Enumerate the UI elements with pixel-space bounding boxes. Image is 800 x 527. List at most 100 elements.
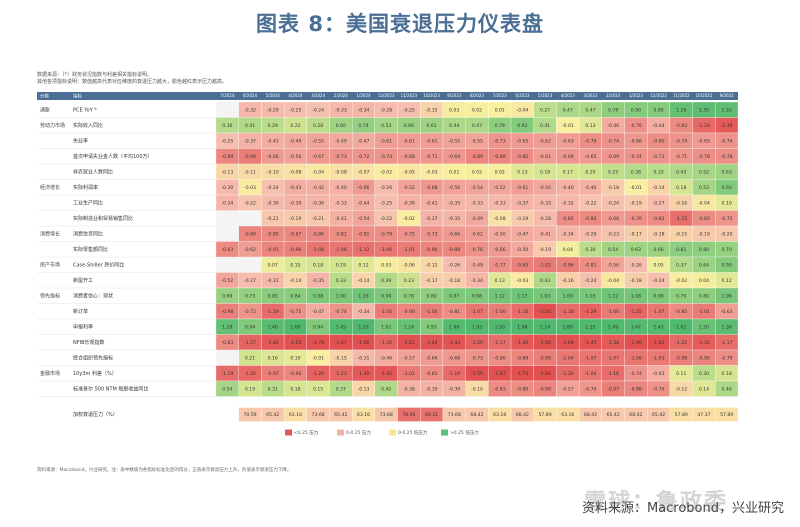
cell-value: -0.82 — [562, 216, 574, 222]
cell-value: -0.98 — [539, 355, 551, 361]
cell-value: 0.18 — [676, 185, 686, 191]
cell-value: 0.18 — [290, 386, 300, 392]
cell-value: -1.69 — [562, 340, 574, 346]
cell-value: -0.83 — [675, 123, 687, 129]
cell-value: -1.00 — [380, 309, 392, 315]
cell-value: -0.55 — [312, 138, 324, 144]
cell-value: -0.56 — [448, 185, 460, 191]
cell-value: -0.89 — [221, 154, 233, 160]
column-header: 1/2023 — [629, 93, 644, 98]
cell-value: -1.20 — [244, 371, 256, 377]
cell-value: -0.80 — [653, 138, 665, 144]
cell-value: 0.73 — [245, 293, 255, 299]
cell-value: -0.61 — [380, 138, 392, 144]
cell-value: -0.08 — [494, 216, 506, 222]
total-value: 73.68 — [312, 412, 325, 418]
cell-value: -0.43 — [289, 185, 301, 191]
cell-value: -0.01 — [562, 123, 574, 129]
cell-value: -1.07 — [653, 309, 665, 315]
source-label: 资料来源：Macrobond，兴业研究 — [581, 501, 784, 516]
cell-value: 1.16 — [358, 293, 368, 299]
cell-value: -0.44 — [653, 123, 665, 129]
cell-value: 0.28 — [313, 123, 323, 129]
column-header: 5/2024 — [266, 93, 281, 98]
cell-value: -0.90 — [698, 355, 710, 361]
cell-value: -0.49 — [335, 138, 347, 144]
cell-value: 1.17 — [517, 293, 527, 299]
cell-value: -1.26 — [380, 340, 392, 346]
row-indicator: 首次申请失业金人数（平均100万） — [73, 153, 153, 160]
cell-value: 0.93 — [426, 324, 436, 330]
cell-value: -0.02 — [380, 169, 392, 175]
watermark: 雪球：鲁政委 — [584, 490, 729, 515]
cell-value: -1.20 — [698, 123, 710, 129]
cell-value: 0.33 — [653, 169, 663, 175]
total-cell — [715, 407, 739, 422]
cell-value: -0.52 — [494, 185, 506, 191]
cell-value: -0.66 — [358, 185, 370, 191]
cell-value: 0.13 — [495, 278, 505, 284]
cell-value: -0.40 — [335, 185, 347, 191]
column-header: 6/2024 — [243, 93, 258, 98]
note-line-2: 其他各项指标说明：数值越高代表对应维度的衰退压力越大，颜色越红表示压力越高。 — [37, 79, 228, 85]
cell-value: -0.25 — [289, 107, 301, 113]
cell-value: -0.03 — [244, 185, 256, 191]
cell-value: -0.14 — [289, 278, 301, 284]
cell-value: 0.01 — [449, 169, 459, 175]
column-header: 12/2023 — [378, 93, 395, 98]
cell-value: 0.17 — [563, 169, 573, 175]
cell-value: 0.03 — [449, 107, 459, 113]
column-header: 3/2024 — [311, 93, 326, 98]
cell-value: -0.33 — [539, 200, 551, 206]
total-value: 63.16 — [493, 412, 506, 418]
cell-value: -0.63 — [721, 309, 733, 315]
cell-value: -1.12 — [358, 247, 370, 253]
legend-label: 0-0.25 低压力 — [398, 429, 428, 436]
cell-value: 1.53 — [358, 324, 368, 330]
cell-value: -0.32 — [562, 200, 574, 206]
cell-value: -0.69 — [562, 154, 574, 160]
cell-value: -0.90 — [539, 386, 551, 392]
cell-value: -0.34 — [562, 231, 574, 237]
cell-value: 0.05 — [653, 262, 663, 268]
cell-value: -1.01 — [698, 309, 710, 315]
cell-value: -0.23 — [607, 231, 619, 237]
cell-value: -0.24 — [607, 200, 619, 206]
cell-value: 1.60 — [290, 324, 300, 330]
cell-value: -0.37 — [516, 200, 528, 206]
cell-value: 1.93 — [472, 324, 482, 330]
cell-value: 0.23 — [404, 278, 414, 284]
column-header: 5/2023 — [538, 93, 553, 98]
cell-value: -0.82 — [653, 216, 665, 222]
cell-value: -1.18 — [562, 309, 574, 315]
cell-value: 0.52 — [699, 169, 709, 175]
cell-value: 0.89 — [653, 107, 663, 113]
cell-value: -0.01 — [312, 355, 324, 361]
cell-value: -0.14 — [653, 185, 665, 191]
cell-value: 0.74 — [358, 123, 368, 129]
empty-cell — [216, 350, 239, 366]
chart-title: 图表 8：美国衰退压力仪表盘 — [256, 12, 544, 36]
cell-value: -0.33 — [471, 200, 483, 206]
column-header: 11/2022 — [673, 93, 690, 98]
cell-value: 0.25 — [608, 169, 618, 175]
total-value: 63.16 — [357, 412, 370, 418]
cell-value: 1.50 — [495, 324, 505, 330]
cell-value: 1.00 — [336, 293, 346, 299]
cell-value: -0.18 — [607, 185, 619, 191]
cell-value: -0.04 — [607, 278, 619, 284]
cell-value: 0.80 — [699, 293, 709, 299]
cell-value: -0.49 — [471, 262, 483, 268]
cell-value: -0.30 — [221, 185, 233, 191]
cell-value: -0.90 — [289, 371, 301, 377]
row-category: 经济增长 — [40, 184, 60, 191]
cell-value: 0.15 — [290, 262, 300, 268]
cell-value: -0.69 — [448, 154, 460, 160]
cell-value: -1.00 — [607, 309, 619, 315]
cell-value: -1.49 — [630, 340, 642, 346]
cell-value: -0.10 — [471, 386, 483, 392]
cell-value: 0.42 — [381, 386, 391, 392]
note-line-1: 数据来源：（*）财务状况指数与利差相关指标说明。 — [37, 72, 153, 78]
cell-value: -0.66 — [267, 154, 279, 160]
header-bar — [37, 92, 738, 100]
